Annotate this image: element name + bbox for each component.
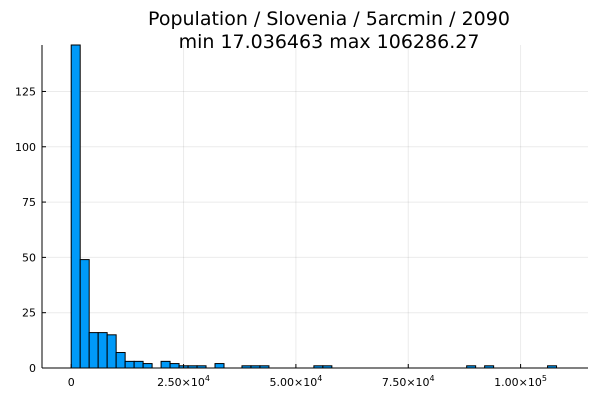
y-tick-label: 125: [15, 85, 36, 98]
x-tick-exponent: 4: [205, 374, 210, 383]
x-tick-label: 5.00×104: [269, 374, 322, 389]
histogram-bar: [160, 360, 171, 369]
histogram-bar: [133, 360, 144, 369]
x-tick-label: 2.50×104: [157, 374, 210, 389]
histogram-bar: [214, 363, 225, 369]
histogram-bar: [106, 334, 117, 369]
x-tick-exponent: 4: [317, 374, 322, 383]
histogram-bar: [88, 332, 99, 369]
histogram-bar: [115, 352, 126, 369]
axes: [41, 45, 588, 369]
y-tick-label: 100: [15, 141, 36, 154]
histogram-bar: [142, 363, 153, 369]
x-tick-exponent: 4: [430, 374, 435, 383]
y-tick-label: 0: [29, 362, 36, 375]
histogram-bar: [70, 44, 81, 369]
histogram-bar: [79, 259, 90, 369]
chart-title-line-1: Population / Slovenia / 5arcmin / 2090: [148, 8, 510, 30]
histogram-bar: [169, 363, 180, 369]
chart-title-line-2: min 17.036463 max 106286.27: [179, 31, 480, 53]
y-tick-label: 25: [22, 307, 36, 320]
grid-lines: [42, 45, 588, 369]
histogram-bar: [97, 332, 108, 369]
histogram-bar: [124, 360, 135, 369]
tick-labels: 0 25 50 75 100 125 0 2.50×104 5.00×104 7.50×104 1.…: [15, 85, 547, 389]
y-tick-label: 75: [22, 196, 36, 209]
y-tick-label: 50: [22, 251, 36, 264]
x-tick-exponent: 5: [542, 374, 547, 383]
x-tick-label: 1.00×105: [494, 374, 547, 389]
x-tick-label: 7.50×104: [382, 374, 435, 389]
x-tick-label: 0: [68, 376, 75, 389]
